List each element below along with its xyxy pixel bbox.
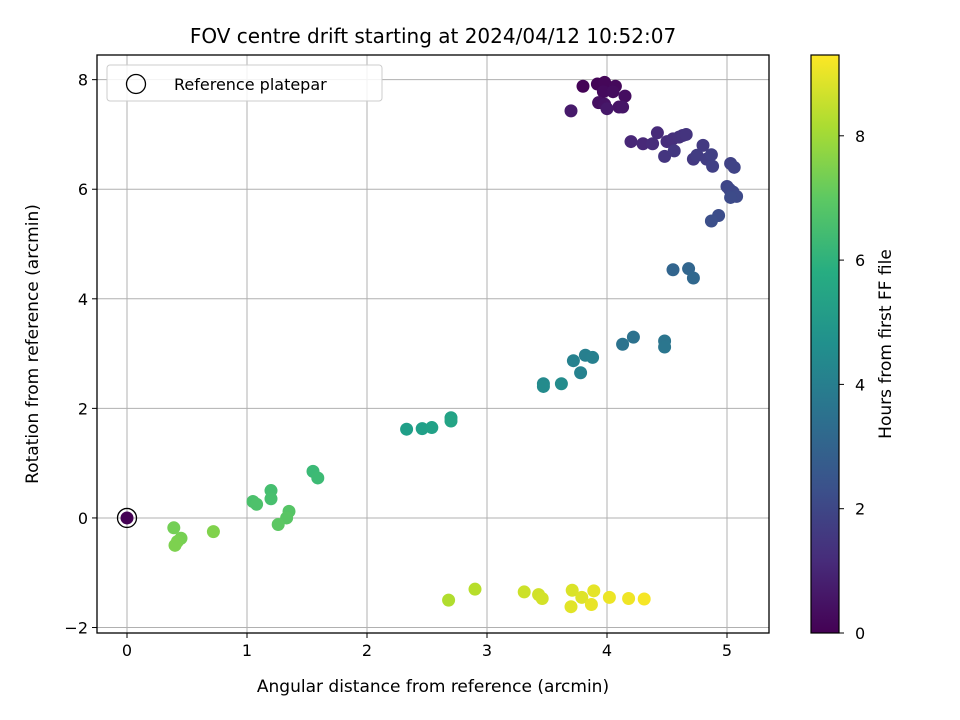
data-point [636, 137, 650, 151]
data-point [658, 340, 672, 354]
y-axis-ticks: −2 0 2 4 6 8 [64, 71, 97, 638]
colorbar-tick-label: 4 [855, 375, 865, 394]
colorbar-ticks: 0 2 4 6 8 [839, 127, 865, 643]
data-point [646, 137, 660, 151]
data-point [658, 149, 672, 163]
data-point [400, 422, 414, 436]
data-point [167, 521, 181, 535]
data-point [606, 85, 620, 99]
data-point [650, 126, 664, 140]
data-point [584, 598, 598, 612]
data-point [618, 89, 632, 103]
x-axis-label: Angular distance from reference (arcmin) [257, 677, 609, 697]
x-axis-ticks: 0 1 2 3 4 5 [122, 633, 732, 660]
data-point [535, 591, 549, 605]
data-point [444, 414, 458, 428]
colorbar-tick-label: 6 [855, 251, 865, 270]
data-point [696, 138, 710, 152]
data-point [517, 585, 531, 599]
data-point [271, 518, 285, 532]
legend-entry-reference: Reference platepar [174, 75, 327, 94]
x-tick-label: 3 [482, 641, 492, 660]
y-axis-label: Rotation from reference (arcmin) [23, 204, 43, 484]
data-point [415, 422, 429, 436]
data-points [116, 75, 744, 614]
y-tick-label: 8 [78, 71, 88, 90]
legend-box [106, 64, 383, 102]
data-point [679, 127, 693, 141]
y-tick-label: 2 [78, 399, 88, 418]
legend-marker [125, 73, 147, 95]
colorbar-label: Hours from first FF file [876, 249, 896, 439]
data-point [686, 271, 700, 285]
data-point [666, 263, 680, 277]
data-point [587, 584, 601, 598]
data-point [704, 214, 718, 228]
y-tick-label: 6 [78, 180, 88, 199]
colorbar: 0 2 4 6 8 Hours from first FF file [810, 54, 896, 643]
data-point [576, 79, 590, 93]
data-point [637, 592, 651, 606]
data-point [311, 471, 325, 485]
chart-title: FOV centre drift starting at 2024/04/12 … [190, 24, 676, 48]
colorbar-tick-label: 2 [855, 500, 865, 519]
data-point [425, 421, 439, 435]
data-point [616, 100, 630, 114]
data-point [575, 590, 589, 604]
data-point [574, 366, 588, 380]
colorbar-tick-label: 8 [855, 127, 865, 146]
x-tick-label: 1 [242, 641, 252, 660]
data-point [566, 354, 580, 368]
data-point [586, 350, 600, 364]
data-point [442, 593, 456, 607]
data-point [727, 160, 741, 174]
data-point [536, 379, 550, 393]
x-tick-label: 5 [722, 641, 732, 660]
data-point [206, 525, 220, 539]
data-point [596, 85, 610, 99]
data-point [250, 497, 264, 511]
data-point [724, 190, 738, 204]
colorbar-tick-label: 0 [855, 624, 865, 643]
data-point [616, 337, 630, 351]
y-tick-label: −2 [64, 619, 88, 638]
legend: Reference platepar [106, 64, 383, 102]
plot-frame [96, 54, 770, 634]
data-point [667, 144, 681, 158]
y-tick-label: 0 [78, 509, 88, 528]
data-point [554, 377, 568, 391]
reference-marker-ring [116, 507, 138, 529]
reference-point [120, 511, 134, 525]
x-tick-label: 2 [362, 641, 372, 660]
data-point [704, 148, 718, 162]
y-tick-label: 4 [78, 290, 88, 309]
data-point [600, 102, 614, 116]
data-point [602, 590, 616, 604]
data-point [565, 583, 579, 597]
data-point [622, 591, 636, 605]
data-point [564, 104, 578, 118]
data-point [468, 582, 482, 596]
data-point [564, 600, 578, 614]
x-tick-label: 4 [602, 641, 612, 660]
colorbar-gradient [810, 54, 840, 634]
x-tick-label: 0 [122, 641, 132, 660]
data-point [168, 538, 182, 552]
data-point [706, 159, 720, 173]
data-point [626, 330, 640, 344]
data-point [624, 135, 638, 149]
data-point [264, 492, 278, 506]
